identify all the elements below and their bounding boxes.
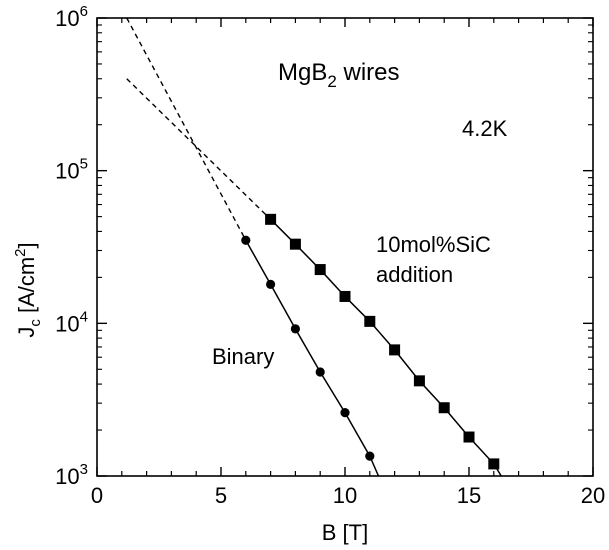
data-point-binary — [315, 367, 325, 377]
y-axis-label: Jc [A/cm2] — [12, 242, 44, 337]
data-point-sic — [438, 402, 450, 414]
data-point-sic — [463, 431, 475, 443]
plot-frame — [96, 17, 594, 477]
y-tick-label: 105 — [55, 156, 88, 184]
annotation-binary: Binary — [212, 344, 274, 369]
annotation-temperature: 4.2K — [462, 116, 508, 141]
data-point-binary — [266, 279, 276, 289]
annotation-mgb2-wires: MgB2 wires — [278, 59, 400, 91]
x-tick-label: 0 — [91, 483, 103, 508]
data-point-binary — [241, 235, 251, 245]
data-point-sic — [364, 315, 376, 327]
data-point-sic — [289, 238, 301, 250]
data-point-binary — [365, 451, 375, 461]
x-tick-label: 15 — [457, 483, 481, 508]
data-point-binary — [290, 324, 300, 334]
x-tick-label: 5 — [215, 483, 227, 508]
extrapolation-line-sic — [126, 78, 272, 220]
x-tick-label: 20 — [581, 483, 605, 508]
annotation-sic-line1: 10mol%SiC — [376, 232, 491, 257]
x-tick-label: 10 — [333, 483, 357, 508]
annotation-sic-line2: addition — [376, 262, 453, 287]
y-tick-label: 103 — [55, 461, 88, 489]
y-tick-label: 104 — [55, 308, 88, 336]
data-point-sic — [265, 213, 277, 225]
data-point-sic — [488, 458, 500, 470]
x-axis-label: B [T] — [322, 520, 368, 545]
data-point-sic — [413, 375, 425, 387]
data-point-sic — [389, 344, 401, 356]
extrapolation-line-binary — [126, 17, 247, 241]
data-point-sic — [314, 264, 326, 276]
data-point-sic — [339, 290, 351, 302]
y-tick-label: 106 — [55, 3, 88, 31]
data-point-binary — [340, 408, 350, 418]
